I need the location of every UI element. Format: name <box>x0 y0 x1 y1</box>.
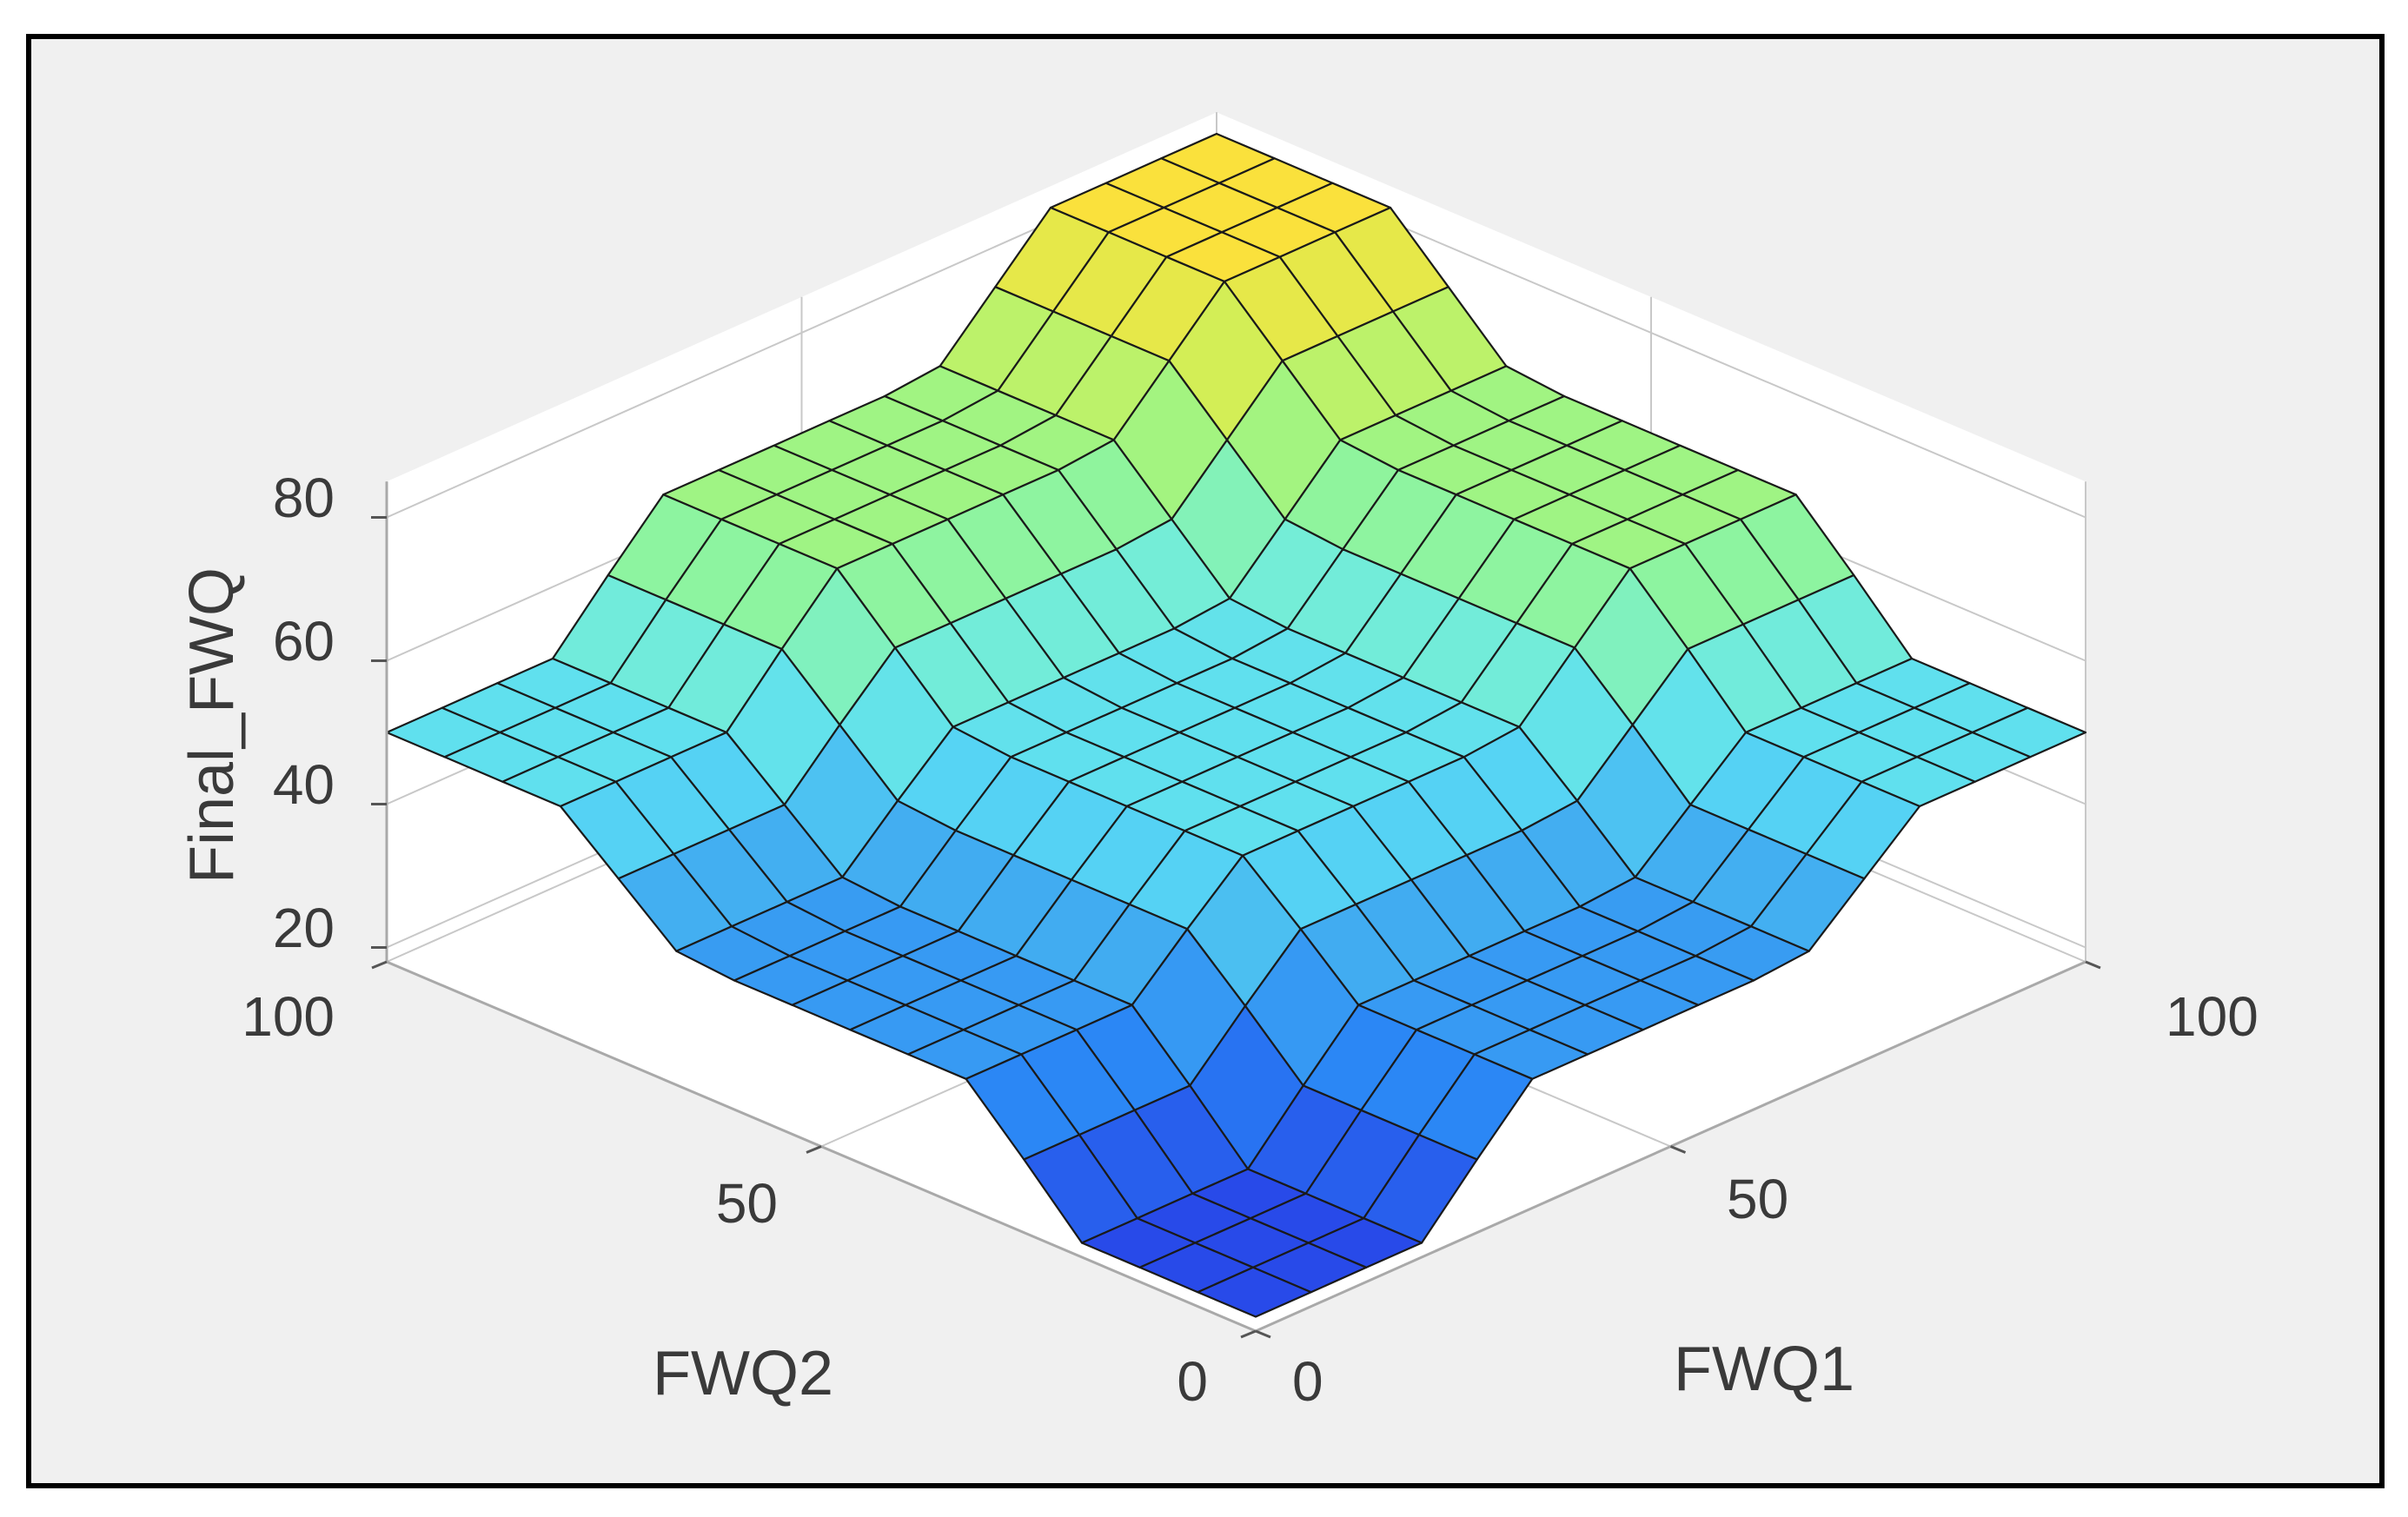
y-tick-mark <box>806 1145 822 1154</box>
x-tick-label-50: 50 <box>1727 1168 1788 1230</box>
x-tick-mark <box>2085 960 2101 970</box>
z-tick-label-60: 60 <box>273 610 335 672</box>
z-tick-label-40: 40 <box>273 753 335 816</box>
front-axes <box>371 481 2101 1339</box>
x-tick-label-100: 100 <box>2166 985 2259 1048</box>
x-tick-label-0: 0 <box>1292 1350 1323 1413</box>
y-tick-mark <box>1240 1329 1257 1339</box>
z-tick-label-20: 20 <box>273 897 335 959</box>
y-tick-label-100: 100 <box>242 985 335 1048</box>
surface-patch <box>1197 1266 1312 1318</box>
z-axis-title: Final_FWQ <box>177 567 247 884</box>
x-tick-mark <box>1255 1329 1271 1339</box>
y-tick-label-50: 50 <box>716 1172 778 1235</box>
x-axis-title: FWQ1 <box>1674 1335 1854 1404</box>
y-tick-label-0: 0 <box>1177 1350 1208 1413</box>
surface-mesh <box>385 132 2087 1318</box>
y-axis-title: FWQ2 <box>653 1339 833 1408</box>
z-tick-label-80: 80 <box>273 467 335 529</box>
y-tick-mark <box>371 960 388 970</box>
x-tick-mark <box>1669 1145 1687 1154</box>
